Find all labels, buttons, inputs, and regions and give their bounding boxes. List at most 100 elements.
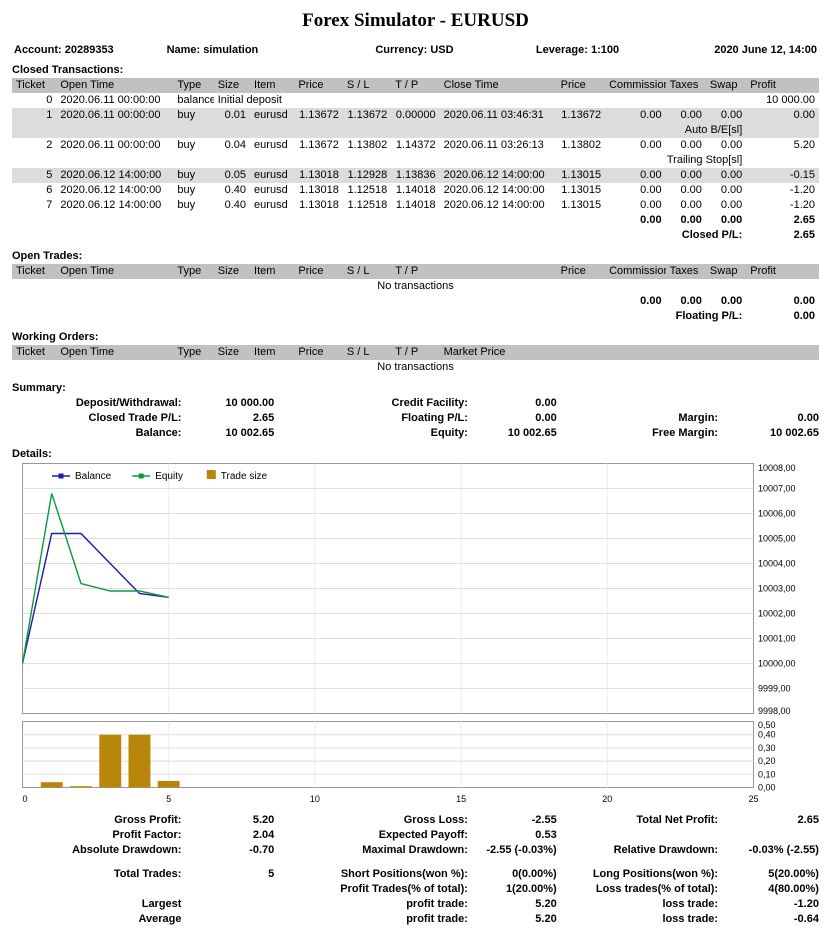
- table-cell: 0.00: [720, 214, 743, 226]
- currency-info: Currency: USD: [375, 44, 536, 56]
- table-cell: Closed P/L:: [681, 229, 743, 241]
- x-tick-label: 5: [166, 794, 171, 804]
- table-cell: 0.00: [720, 199, 743, 211]
- stat-value: [718, 396, 819, 411]
- column-header: Price: [556, 78, 606, 93]
- column-header: Open Time: [56, 264, 174, 279]
- stat-label: Deposit/Withdrawal:: [75, 397, 182, 409]
- table-cell: buy: [173, 168, 214, 183]
- column-header: Commission: [605, 264, 666, 279]
- stat-value: -0.03% (-2.55): [748, 844, 819, 856]
- legend-trade-size-swatch: [206, 470, 216, 479]
- column-header: Commission: [605, 78, 666, 93]
- table-cell: balance: [177, 94, 214, 106]
- page-title: Forex Simulator - EURUSD: [302, 10, 529, 31]
- table-cell: 0.00: [665, 168, 706, 183]
- y-tick-label: 0,00: [758, 783, 776, 793]
- table-row: 6 2020.06.12 14:00:00 buy 0.40 eurusd 1.13018…: [12, 183, 819, 198]
- table-cell: 2020.06.12 14:00:00: [60, 184, 162, 196]
- column-header: Type: [173, 264, 214, 279]
- table-cell: 0.00: [680, 184, 702, 196]
- account-info-bar: Account: 20289353 Name: simulation Curre…: [14, 44, 817, 56]
- y-tick-label: 10003,00: [758, 584, 796, 594]
- table-cell: 0.00: [793, 310, 815, 322]
- table-cell: 1.13672: [299, 139, 339, 151]
- stat-value: 5.20: [252, 814, 275, 826]
- table-cell: 1.13018: [294, 168, 343, 183]
- table-cell: eurusd: [250, 168, 295, 183]
- table-cell: 0.00: [720, 184, 743, 196]
- table-cell: 2020.06.12 14:00:00: [443, 184, 545, 196]
- table-cell: 0.00: [680, 199, 702, 211]
- balance-line: [22, 532, 169, 664]
- column-header: T / P: [391, 78, 440, 93]
- equity-line: [22, 493, 169, 664]
- table-cell: 2020.06.12 14:00:00: [439, 168, 557, 183]
- stat-row: Gross Profit: 5.20 Gross Loss: -2.55 Total N…: [12, 813, 819, 828]
- stat-value: 10 002.65: [225, 427, 275, 439]
- balance-equity-chart-svg: 10008,00 10007,00 10006,00 10005,00 10004,00…: [22, 463, 796, 715]
- table-cell: 6: [46, 184, 53, 196]
- stat-row: Profit Factor: 2.04 Expected Payoff: 0.53: [12, 828, 819, 843]
- x-tick-label: 15: [456, 794, 466, 804]
- column-header: T / P: [391, 264, 440, 279]
- column-header: Open Time: [56, 345, 174, 360]
- account-number: 20289353: [64, 44, 114, 56]
- stat-value: 2.65: [797, 814, 819, 826]
- table-row: 2 2020.06.11 00:00:00 buy 0.04 eurusd 1.13672…: [12, 138, 819, 153]
- table-row: Floating P/L: 0.00: [12, 309, 819, 324]
- table-cell: 7: [46, 199, 53, 211]
- stat-value: 0.00: [535, 412, 557, 424]
- column-header: Taxes: [665, 264, 706, 279]
- table-cell: 0.00: [793, 295, 815, 307]
- trade-size-bar: [40, 782, 63, 788]
- balance-equity-chart: 10008,00 10007,00 10006,00 10005,00 10004,00…: [22, 463, 819, 715]
- table-cell: 1.13015: [561, 184, 602, 196]
- stat-value: 5: [268, 868, 275, 880]
- table-cell: 0.00: [640, 184, 662, 196]
- table-cell: 0.00: [680, 295, 702, 307]
- table-cell: 1.12518: [347, 184, 388, 196]
- table-cell: 2020.06.12 14:00:00: [56, 168, 174, 183]
- stat-label: Relative Drawdown:: [613, 844, 719, 856]
- table-cell: buy: [173, 108, 214, 123]
- stat-label: Largest: [141, 898, 182, 910]
- stat-value: [181, 882, 274, 897]
- legend-trade-size-label: Trade size: [221, 471, 268, 482]
- stat-value: [181, 912, 274, 927]
- legend-equity-label: Equity: [155, 471, 183, 482]
- table-cell: 0.00000: [391, 108, 440, 123]
- stat-value: 5.20: [535, 913, 557, 925]
- column-header: Price: [294, 264, 343, 279]
- legend-equity-marker: [138, 473, 144, 479]
- closed-transactions-label: Closed Transactions:: [12, 64, 124, 76]
- y-tick-label: 10007,00: [758, 484, 796, 494]
- column-header: T / P: [391, 345, 440, 360]
- column-header: Size: [213, 78, 251, 93]
- working-orders-label: Working Orders:: [12, 331, 99, 343]
- stat-label: Short Positions(won %):: [340, 868, 468, 880]
- trade-size-bar: [70, 786, 92, 788]
- x-tick-label: 25: [748, 794, 758, 804]
- name-value: simulation: [203, 44, 259, 56]
- column-header: Price: [556, 264, 606, 279]
- table-row: No transactions: [12, 360, 819, 375]
- stat-label: loss trade:: [662, 913, 719, 925]
- stat-value: 10 000.00: [225, 397, 275, 409]
- column-header: Ticket: [12, 264, 57, 279]
- currency-value: USD: [430, 44, 454, 56]
- table-cell: eurusd: [254, 184, 288, 196]
- stat-value: -1.20: [793, 898, 819, 910]
- y-tick-label: 0,50: [758, 721, 776, 730]
- trade-size-chart-svg: 0,500,40 0,30 0,20 0,10 0,00 0 5 10 15 20 25: [22, 721, 776, 804]
- column-header: Item: [250, 345, 295, 360]
- stat-label: Profit Trades(% of total):: [340, 883, 468, 895]
- name-info: Name: simulation: [167, 44, 376, 56]
- stat-label: Gross Loss:: [403, 814, 468, 826]
- trade-size-chart: 0,50 0,40 0,30 0,20 0,10 0,00 0 5 10 15 20 25: [22, 721, 819, 807]
- table-cell: 1.13672: [294, 108, 343, 123]
- stat-row: Absolute Drawdown: -0.70 Maximal Drawdown:…: [12, 843, 819, 858]
- trade-size-bar: [128, 734, 151, 788]
- trade-size-bar: [99, 734, 122, 788]
